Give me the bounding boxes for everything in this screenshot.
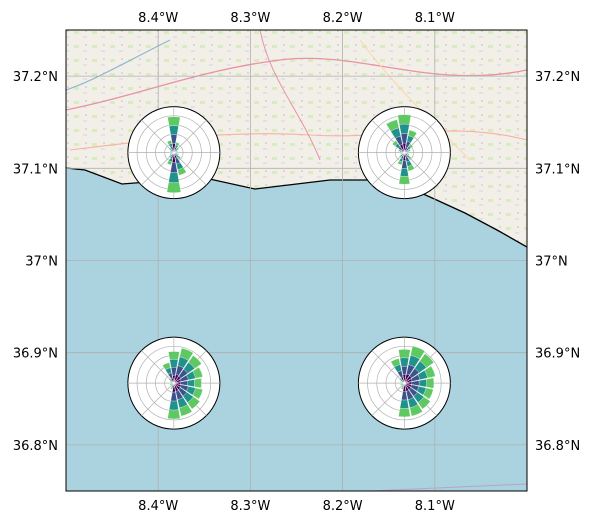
rose-spoke: [173, 119, 207, 153]
top-lon-tick-label: 8.4°W: [138, 11, 178, 26]
wind-rose[interactable]: [127, 106, 221, 200]
rose-spoke: [371, 382, 405, 416]
top-lon-tick-label: 8.2°W: [323, 11, 363, 26]
rose-bar: [173, 374, 179, 384]
left-lat-tick-label: 37°N: [25, 255, 58, 270]
coastline: [66, 167, 527, 248]
rose-bar: [404, 373, 410, 384]
right-lat-tick-label: 36.8°N: [535, 439, 580, 454]
left-lat-tick-label: 37.1°N: [13, 162, 58, 177]
bottom-lon-tick-label: 8.1°W: [415, 499, 455, 514]
road-line: [66, 57, 527, 111]
rose-bar: [172, 374, 176, 384]
top-lon-tick-label: 8.1°W: [415, 11, 455, 26]
left-lat-tick-label: 36.9°N: [13, 347, 58, 362]
rose-bar: [173, 375, 182, 384]
rose-bar: [399, 144, 405, 153]
rose-bar: [404, 382, 412, 390]
right-lat-tick-label: 36.9°N: [535, 347, 580, 362]
bottom-lon-tick-label: 8.3°W: [230, 499, 270, 514]
axis-ticks: 8.4°W 8.4°W 8.3°W 8.3°W 8.2°W 8.2°W 8.1°W 8.1°W…: [13, 11, 580, 514]
rose-bar: [402, 374, 407, 384]
rose-bar: [404, 382, 412, 388]
rose-bar: [170, 377, 175, 384]
rose-bar: [404, 383, 410, 392]
bottom-lon-tick-label: 8.2°W: [323, 499, 363, 514]
right-lat-tick-label: 37.2°N: [535, 70, 580, 85]
bottom-line: [369, 483, 527, 491]
rose-bar: [402, 152, 407, 161]
wind-rose[interactable]: [127, 336, 221, 430]
road-line: [359, 39, 471, 161]
left-lat-tick-label: 37.2°N: [13, 70, 58, 85]
rose-bar: [404, 381, 412, 385]
rose-bar: [172, 143, 176, 153]
rose-spoke: [141, 382, 175, 416]
rose-bar: [173, 382, 182, 388]
rose-spoke: [141, 152, 175, 186]
map-frame: [65, 29, 528, 492]
right-lat-tick-label: 37°N: [535, 255, 568, 270]
rose-bar: [402, 383, 407, 392]
rose-bar: [173, 383, 179, 392]
top-lon-tick-label: 8.3°W: [230, 11, 270, 26]
rose-bar: [172, 383, 176, 393]
river-line: [66, 39, 171, 91]
rose-spoke: [371, 152, 405, 186]
wind-rose[interactable]: [357, 336, 451, 430]
rose-bar: [173, 382, 181, 390]
rose-spoke: [141, 119, 175, 153]
right-lat-tick-label: 37.1°N: [535, 162, 580, 177]
rose-bar: [400, 376, 405, 384]
rose-bar: [171, 149, 175, 153]
wind-roses: [127, 106, 451, 430]
rose-bar: [173, 381, 181, 385]
road-line: [259, 30, 321, 161]
wind-rose[interactable]: [357, 106, 451, 200]
rose-bar: [171, 152, 176, 163]
left-lat-tick-label: 36.8°N: [13, 439, 58, 454]
land-area: [66, 30, 527, 247]
map-area[interactable]: [66, 30, 527, 491]
rose-bar: [173, 152, 178, 159]
rose-bar: [173, 378, 182, 384]
rose-bar: [404, 378, 413, 384]
rose-bar: [404, 375, 413, 384]
bottom-lon-tick-label: 8.4°W: [138, 499, 178, 514]
rose-spoke: [371, 350, 405, 384]
rose-bar: [402, 142, 407, 153]
rose-spoke: [141, 350, 175, 384]
